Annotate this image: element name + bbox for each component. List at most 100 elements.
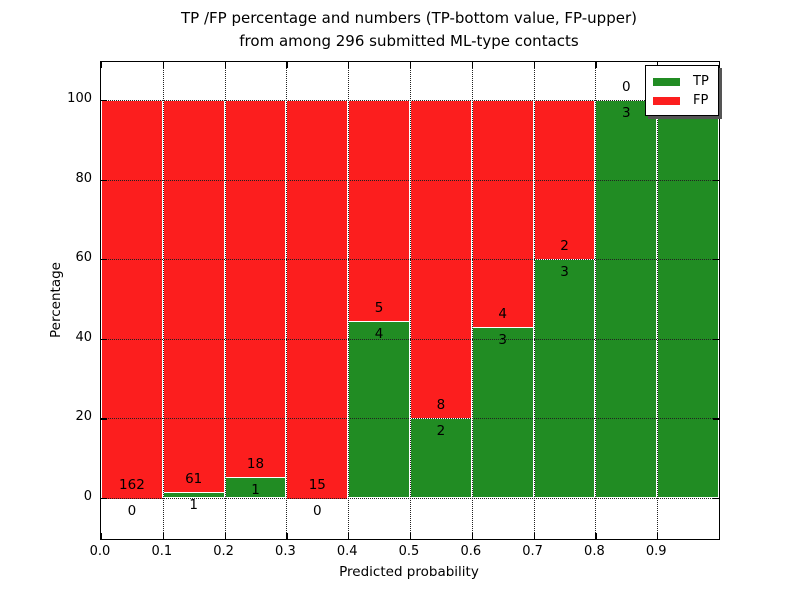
- x-tick-top: [162, 62, 165, 68]
- x-axis-label: Predicted probability: [339, 564, 479, 580]
- x-tick-bottom: [533, 533, 535, 539]
- x-tick-label-0.1: 0.1: [151, 544, 173, 559]
- tp-count-label: 3: [622, 105, 631, 121]
- legend: TP FP: [645, 65, 719, 116]
- stacked-bar-bin-0.2: [224, 100, 287, 498]
- x-tick-top: [224, 62, 226, 68]
- stacked-bar-bin-0.9: [657, 100, 719, 498]
- legend-item-tp: TP: [653, 72, 711, 91]
- v-gridline-0.6: [471, 62, 473, 539]
- v-gridline-0.4: [348, 62, 350, 539]
- stacked-bar-bin-0.7: [533, 100, 596, 498]
- tp-count-label: 4: [374, 326, 384, 343]
- y-tick-label-40: 40: [75, 329, 92, 345]
- chart-title: TP /FP percentage and numbers (TP-bottom…: [100, 7, 718, 52]
- x-tick-label-0.4: 0.4: [336, 544, 358, 559]
- fp-count-label: 0: [622, 79, 631, 95]
- tp-count-label: 1: [189, 496, 198, 513]
- tp-count-label: 1: [251, 482, 260, 499]
- y-tick-label-20: 20: [75, 409, 92, 425]
- legend-item-fp: FP: [653, 91, 711, 110]
- x-tick-top: [348, 62, 350, 68]
- fp-segment: [411, 101, 471, 420]
- x-tick-bottom: [471, 533, 474, 539]
- x-tick-bottom: [410, 533, 412, 539]
- y-tick-left: [101, 259, 107, 261]
- y-axis-label: Percentage: [48, 262, 64, 338]
- fp-segment: [225, 101, 286, 479]
- x-tick-bottom: [286, 533, 288, 539]
- y-tick-right: [713, 498, 719, 500]
- y-tick-label-60: 60: [75, 250, 92, 266]
- fp-count-label: 4: [498, 306, 507, 323]
- stacked-bar-bin-0.5: [410, 100, 472, 498]
- fp-swatch-icon: [653, 96, 680, 105]
- fp-segment: [287, 101, 348, 499]
- v-gridline-0.7: [533, 62, 535, 539]
- fp-count-label: 162: [119, 477, 145, 493]
- x-tick-top: [286, 62, 288, 68]
- x-tick-top: [101, 62, 103, 68]
- fp-count-label: 18: [246, 456, 265, 473]
- fp-segment: [349, 101, 409, 323]
- v-gridline-0.8: [595, 62, 597, 539]
- x-tick-bottom: [595, 533, 597, 539]
- v-gridline-0.9: [657, 62, 659, 539]
- x-tick-label-0.5: 0.5: [398, 544, 420, 559]
- stacked-bar-bin-0.0: [101, 100, 163, 499]
- tp-count-label: 2: [436, 423, 446, 440]
- x-tick-label-0.3: 0.3: [275, 544, 296, 559]
- x-tick-label-0.6: 0.6: [460, 544, 482, 559]
- x-tick-bottom: [162, 533, 165, 539]
- x-tick-top: [410, 62, 412, 68]
- y-tick-left: [101, 498, 107, 500]
- x-tick-top: [595, 62, 597, 68]
- y-tick-label-0: 0: [83, 489, 92, 504]
- fp-count-label: 8: [436, 397, 446, 414]
- tp-count-label: 0: [313, 503, 322, 519]
- v-gridline-0.5: [410, 62, 411, 539]
- x-tick-label-0.7: 0.7: [522, 544, 543, 559]
- stacked-bar-bin-0.1: [162, 100, 225, 498]
- tp-swatch-icon: [653, 77, 680, 86]
- y-tick-label-100: 100: [67, 91, 92, 106]
- y-tick-left: [101, 100, 107, 102]
- v-gridline-0.2: [224, 62, 226, 539]
- x-tick-top: [471, 62, 474, 68]
- x-tick-bottom: [657, 533, 659, 539]
- tp-count-label: 3: [560, 264, 569, 281]
- stacked-bar-bin-0.3: [286, 100, 349, 499]
- v-gridline-0.1: [162, 62, 164, 539]
- v-gridline-0.3: [286, 62, 288, 539]
- chart-title-line2: from among 296 submitted ML-type contact…: [239, 31, 579, 50]
- y-tick-left: [101, 179, 107, 181]
- y-tick-right: [713, 179, 719, 181]
- y-tick-right: [713, 259, 719, 261]
- legend-label-fp: FP: [693, 93, 709, 108]
- fp-segment: [534, 101, 595, 261]
- stacked-bar-bin-0.6: [471, 100, 534, 498]
- x-tick-label-0.2: 0.2: [213, 544, 234, 559]
- stacked-bar-bin-0.4: [348, 100, 410, 498]
- y-tick-left: [101, 418, 107, 420]
- x-tick-label-0.0: 0.0: [89, 544, 111, 559]
- plot-area: 1620611181150548243230304: [100, 61, 720, 540]
- legend-label-tp: TP: [693, 74, 709, 89]
- fp-segment: [163, 101, 224, 493]
- x-tick-label-0.8: 0.8: [584, 544, 605, 559]
- y-tick-right: [713, 338, 719, 341]
- y-tick-left: [101, 338, 107, 341]
- x-tick-bottom: [101, 533, 103, 539]
- y-tick-right: [713, 418, 719, 420]
- fp-count-label: 2: [560, 238, 569, 255]
- tp-count-label: 0: [127, 503, 137, 519]
- x-tick-top: [533, 62, 535, 68]
- fp-segment: [472, 101, 533, 329]
- fp-count-label: 61: [185, 470, 203, 487]
- fp-count-label: 15: [308, 477, 326, 493]
- x-tick-bottom: [224, 533, 226, 539]
- fp-segment: [102, 101, 162, 499]
- chart-title-line1: TP /FP percentage and numbers (TP-bottom…: [181, 9, 637, 27]
- x-tick-bottom: [348, 533, 350, 539]
- tp-count-label: 3: [498, 332, 507, 349]
